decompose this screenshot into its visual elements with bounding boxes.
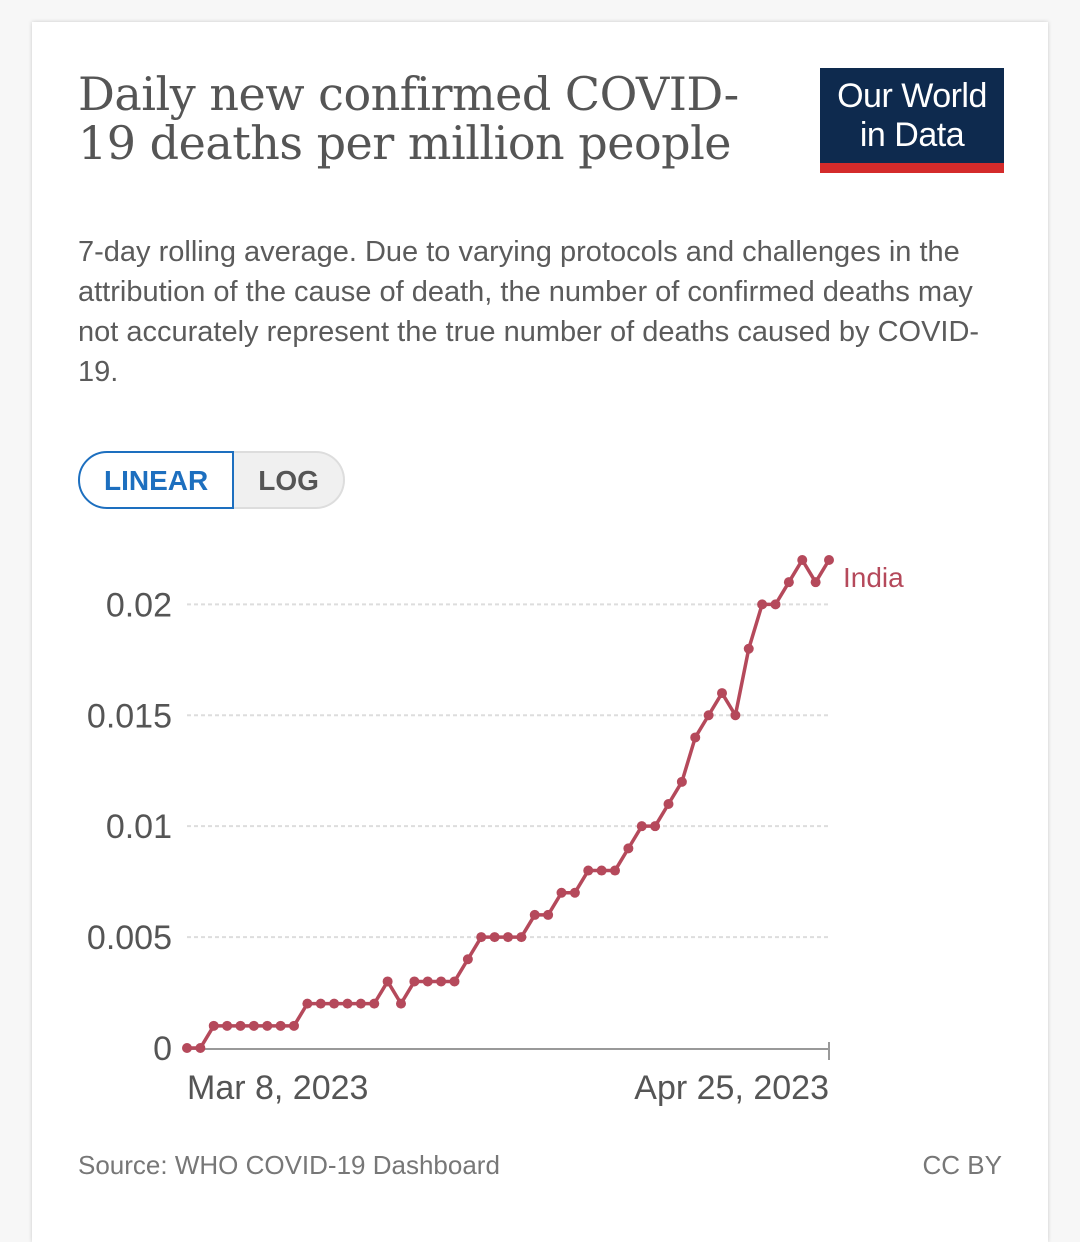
data-point [770,599,781,610]
x-tick-label-end: Apr 25, 2023 [634,1069,829,1107]
series-line-india [187,558,831,1050]
data-point [797,555,808,565]
data-point [529,909,540,920]
data-point [235,1020,246,1031]
logo-line-2: in Data [859,116,965,154]
data-point [703,710,714,721]
data-point [329,998,340,1009]
data-point [342,998,353,1009]
data-point [730,710,741,721]
data-point [610,865,620,876]
data-point [596,865,607,876]
data-point [516,932,527,943]
data-point [355,998,366,1009]
y-tick-label: 0.005 [87,919,172,957]
data-point [569,887,580,898]
license-link[interactable]: CC BY [922,1150,1002,1180]
data-point [583,865,594,876]
data-point [289,1020,299,1031]
y-tick-label: 0.02 [106,586,172,624]
data-point [462,954,473,965]
data-point [717,688,727,699]
data-point [650,821,661,832]
chart-card [32,22,1048,1242]
data-point [436,976,447,987]
data-point [396,998,406,1009]
owid-logo[interactable]: Our World in Data [820,68,1004,173]
line-chart: 0 0.005 0.01 0.015 0.02 Mar 8, 2023 Apr 25, 2… [87,555,904,1107]
data-point [275,1020,286,1031]
linear-scale-button[interactable]: LINEAR [78,451,235,509]
data-point [182,1043,192,1053]
chart-subtitle: 7-day rolling average. Due to varying pr… [78,236,980,388]
data-point [476,932,487,943]
logo-line-1: Our World [837,77,987,115]
data-point [222,1020,233,1031]
log-scale-button[interactable]: LOG [234,451,345,509]
series-label-india: India [843,562,904,593]
source-note: Source: WHO COVID-19 Dashboard [78,1150,500,1180]
data-point [824,555,834,565]
data-point [208,1020,219,1031]
y-axis-labels: 0 0.005 0.01 0.015 0.02 [87,586,172,1068]
data-point [262,1020,273,1031]
data-point [369,998,380,1009]
data-point [757,599,768,610]
data-point [449,976,460,987]
x-axis: Mar 8, 2023 Apr 25, 2023 [187,1042,830,1107]
data-point [503,932,513,943]
data-point [248,1020,259,1031]
y-tick-label: 0 [153,1030,172,1068]
data-point [543,909,554,920]
data-point [556,887,567,898]
scale-toggle: LINEAR LOG [78,451,345,509]
chart-title: Daily new confirmed COVID-19 deaths per … [78,67,739,170]
data-point [315,998,326,1009]
y-tick-label: 0.01 [106,808,172,846]
data-point [422,976,433,987]
data-point [382,976,393,987]
data-point [743,643,754,654]
x-tick-label-start: Mar 8, 2023 [187,1069,368,1107]
data-point [623,843,634,854]
data-point [810,577,821,588]
data-point [636,821,647,832]
data-point [302,998,313,1009]
data-point [409,976,420,987]
grid-lines [187,603,829,939]
data-point [489,932,500,943]
series-india: India [182,555,904,1053]
data-point [783,577,794,588]
data-point [676,776,687,787]
y-tick-label: 0.015 [87,697,172,735]
data-point [690,732,701,743]
data-point [195,1043,206,1053]
data-point [663,799,674,809]
